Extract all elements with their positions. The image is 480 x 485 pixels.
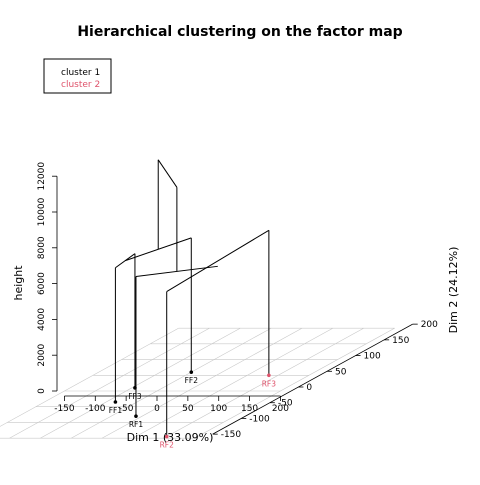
point-label: RF3 [262, 379, 277, 388]
merge-RF2-RF3 [166, 229, 270, 293]
y-tick-label: -150 [221, 430, 242, 440]
z-tick-label: 4000 [37, 308, 47, 331]
data-point [164, 434, 169, 439]
y-tick-label: 50 [335, 367, 347, 377]
x-axis-label: Dim 1 (33.09%) [127, 431, 214, 444]
dendrogram-tree [114, 159, 270, 437]
y-axis-label: Dim 2 (24.12%) [447, 247, 460, 334]
grid-line-x [9, 327, 210, 439]
x-tick-label: 50 [182, 404, 194, 414]
y-tick-label: 200 [421, 320, 438, 330]
point-label: RF2 [160, 441, 175, 450]
legend-entry-cluster-2: cluster 2 [61, 80, 100, 90]
point-label: FF3 [128, 392, 142, 401]
grid-line-x [40, 327, 241, 439]
y-axis-line [212, 323, 413, 435]
y-tick-label: 0 [306, 383, 312, 393]
z-tick-label: 8000 [37, 236, 47, 259]
z-tick-label: 10000 [37, 197, 47, 226]
data-point [267, 373, 271, 378]
grid-line-x [0, 327, 179, 427]
z-tick-label: 2000 [37, 343, 47, 366]
chart-title: Hierarchical clustering on the factor ma… [77, 24, 402, 40]
grid-line-x [194, 327, 395, 439]
x-tick-label: -50 [119, 404, 134, 414]
grid-line-x [71, 327, 272, 439]
y-tick-label: -50 [278, 399, 293, 409]
data-point [113, 400, 118, 404]
data-point [134, 414, 138, 418]
z-tick-label: 12000 [37, 162, 47, 191]
x-tick-label: 100 [210, 404, 227, 414]
z-tick-label: 0 [37, 388, 47, 394]
legend-box [43, 58, 112, 94]
point-label: FF2 [185, 376, 199, 385]
x-tick-label: 200 [272, 404, 289, 414]
y-tick-label: -100 [249, 414, 270, 424]
floor-grid [0, 327, 395, 439]
data-point [189, 370, 194, 374]
data-point [133, 386, 137, 390]
y-tick-label: 150 [392, 336, 409, 346]
x-tick-label: -150 [54, 404, 75, 414]
axes: -150 -100 -50 0 50 100 150 200 -150 -100 -50 0 50 100… [37, 162, 438, 441]
y-tick-label: 100 [364, 352, 381, 362]
merge-top [157, 159, 178, 188]
x-tick-label: 0 [154, 404, 160, 414]
point-label: FF1 [109, 406, 123, 415]
z-tick-label: 6000 [37, 272, 47, 295]
x-tick-label: -100 [85, 404, 106, 414]
grid-line-x [163, 327, 364, 439]
x-tick-label: 150 [241, 404, 258, 414]
legend-entry-cluster-1: cluster 1 [61, 68, 100, 78]
data-points: FF3 FF1 FF2 RF1 RF2 RF3 [109, 370, 277, 450]
z-axis-label: height [12, 265, 25, 301]
legend: cluster 1 cluster 2 [43, 58, 112, 94]
point-label: RF1 [129, 420, 144, 429]
